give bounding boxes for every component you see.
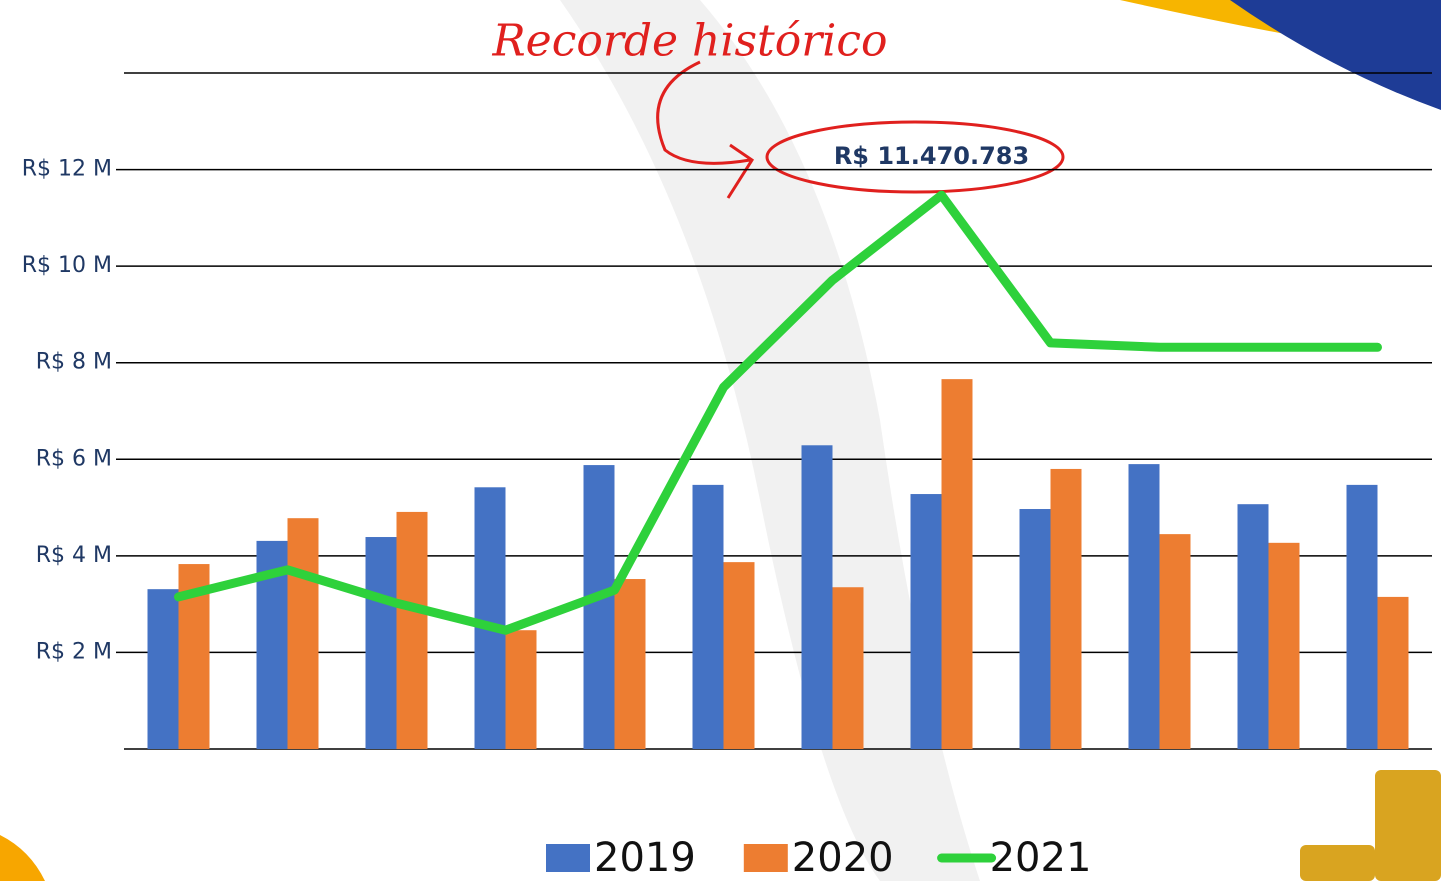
- bar: [615, 579, 646, 749]
- legend-label: 2019: [594, 835, 696, 881]
- annotation: Recorde histórico: [492, 16, 888, 67]
- legend-label: 2021: [990, 835, 1092, 881]
- bar: [1238, 504, 1269, 749]
- bar: [366, 537, 397, 749]
- bar: [693, 485, 724, 749]
- y-tick-label: R$ 8 M: [36, 350, 112, 375]
- bar: [506, 630, 537, 749]
- legend-label: 2020: [792, 835, 894, 881]
- bar: [1160, 534, 1191, 749]
- bar: [1269, 543, 1300, 749]
- bar: [724, 562, 755, 749]
- y-tick-label: R$ 2 M: [36, 639, 112, 664]
- bar: [1051, 469, 1082, 749]
- y-tick-label: R$ 10 M: [22, 253, 112, 278]
- bar: [1347, 485, 1378, 749]
- bar: [397, 512, 428, 749]
- bar: [1378, 597, 1409, 749]
- y-tick-label: R$ 4 M: [36, 543, 112, 568]
- value-label: R$ 11.470.783: [834, 142, 1029, 170]
- bar: [584, 465, 615, 749]
- bar: [1129, 464, 1160, 749]
- bar: [1020, 509, 1051, 749]
- bar: [833, 587, 864, 749]
- bar: [288, 518, 319, 749]
- bar: [148, 589, 179, 749]
- legend-swatch: [744, 844, 788, 872]
- chart: Recorde histórico R$ 2 M R$ 4 M R$ 6 M R$ 8…: [0, 0, 1441, 881]
- bar: [475, 487, 506, 749]
- bar: [942, 379, 973, 749]
- y-tick-label: R$ 12 M: [22, 157, 112, 182]
- bar: [802, 445, 833, 749]
- y-tick-label: R$ 6 M: [36, 446, 112, 471]
- bar: [911, 494, 942, 749]
- legend-swatch: [546, 844, 590, 872]
